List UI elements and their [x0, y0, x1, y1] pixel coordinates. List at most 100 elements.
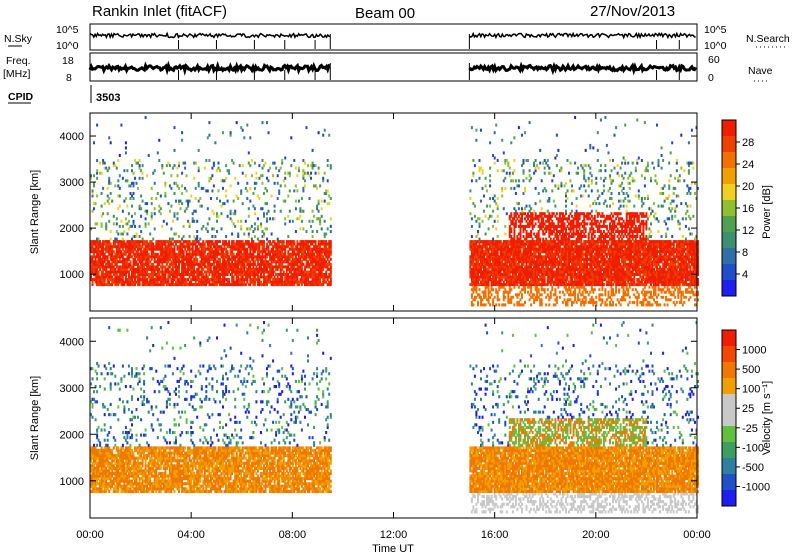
power-cells-cell-211 — [105, 166, 108, 170]
power-cells-cell-3252 — [481, 245, 484, 249]
power-cells-cell-2465 — [285, 278, 288, 282]
power-cells-cell-1498 — [208, 278, 211, 282]
power-cells-cell-2795 — [311, 240, 314, 244]
power-cells-cell-230 — [106, 194, 109, 198]
power-cells-cell-1956 — [244, 283, 247, 287]
power-cells-cell-2296 — [270, 247, 273, 251]
power-cells-cell-1861 — [237, 262, 240, 266]
power-cells-cell-341 — [115, 245, 118, 249]
power-cells-cell-2900 — [319, 250, 322, 254]
power-cells-cell-212 — [106, 283, 109, 287]
power-cells-cell-1115 — [176, 252, 179, 256]
power-cells-cell-2991 — [326, 255, 329, 259]
power-cells-cell-450 — [124, 275, 127, 279]
power-cells-cell-1062 — [171, 219, 174, 223]
power-cells-cell-4566 — [555, 300, 558, 304]
power-cells-cell-3091 — [472, 280, 475, 284]
power-cells-cell-1758 — [228, 242, 231, 246]
power-cells-cell-2838 — [314, 240, 317, 244]
power-cells-cell-2779 — [311, 283, 314, 287]
power-cells-cell-3619 — [504, 159, 507, 162]
power-cells-cell-360 — [117, 245, 120, 249]
power-cells-cell-2601 — [296, 245, 299, 249]
power-cells-cell-2214 — [264, 270, 267, 274]
power-cells-cell-1239 — [185, 189, 188, 193]
power-cells-cell-1346 — [194, 242, 197, 246]
power-cells-cell-1244 — [187, 270, 190, 274]
power-cells-cell-3203 — [478, 240, 481, 244]
power-cells-cell-2797 — [311, 230, 314, 233]
power-cells-cell-1827 — [234, 255, 237, 259]
power-cells-cell-88 — [96, 245, 99, 249]
power-cells-cell-503 — [127, 245, 130, 249]
power-cells-cell-3127 — [473, 252, 476, 256]
power-cells-cell-2328 — [273, 250, 276, 254]
power-cells-cell-3397 — [490, 245, 493, 249]
power-cells-cell-587 — [134, 247, 136, 251]
power-cells-cell-3765 — [513, 260, 516, 264]
power-cells-cell-1668 — [220, 204, 223, 208]
power-cells-cell-2696 — [304, 252, 306, 256]
power-cells-cell-116 — [97, 237, 100, 241]
power-cells-cell-465 — [124, 197, 127, 200]
power-cells-cell-4136 — [533, 300, 536, 304]
power-cells-cell-3434 — [493, 270, 496, 274]
power-cells-cell-1487 — [206, 247, 209, 251]
power-cells-cell-808 — [150, 186, 153, 190]
power-cells-cell-1736 — [226, 262, 229, 266]
beam-title: Beam 00 — [355, 5, 415, 22]
power-cells-cell-438 — [123, 260, 126, 264]
power-cells-cell-866 — [156, 265, 159, 269]
power-cells-cell-273 — [109, 192, 112, 195]
power-cells-cell-2124 — [256, 237, 259, 241]
power-cells-cell-2527 — [290, 247, 293, 251]
nave-tick-top: 60 — [708, 54, 720, 66]
power-cells-cell-3414 — [492, 260, 495, 264]
power-cells-cell-3003 — [328, 280, 331, 284]
power-cells-cell-2146 — [258, 176, 261, 180]
power-cells-cell-974 — [165, 278, 168, 282]
power-cells-cell-2749 — [308, 262, 311, 266]
power-cells-cell-2040 — [250, 262, 253, 266]
power-cells-cell-2718 — [305, 247, 308, 251]
power-cells-cell-3480 — [496, 290, 499, 294]
power-cells-cell-1163 — [181, 278, 184, 282]
power-cells-cell-527 — [129, 192, 132, 195]
power-cells-cell-1651 — [219, 199, 221, 203]
power-cells-cell-1334 — [194, 280, 197, 284]
power-cells-cell-3032 — [329, 245, 332, 249]
power-cells-cell-1277 — [188, 224, 191, 228]
power-cells-cell-280 — [111, 270, 114, 274]
power-cells-cell-799 — [150, 247, 153, 251]
power-cells-cell-3635 — [505, 247, 508, 251]
power-cells-cell-1634 — [217, 189, 220, 193]
power-cells-cell-2236 — [266, 260, 268, 264]
power-cells-cell-1280 — [190, 283, 193, 287]
power-cells-cell-2381 — [278, 252, 281, 256]
power-cells-cell-1250 — [187, 255, 190, 259]
power-cells-cell-1673 — [222, 275, 224, 279]
power-cells-cell-3253 — [481, 242, 484, 246]
power-cells-cell-3676 — [508, 270, 511, 274]
power-cells-cell-1513 — [208, 217, 211, 221]
power-cells-cell-2727 — [307, 278, 309, 282]
power-cells-cell-3546 — [501, 285, 504, 289]
power-cells-cell-1755 — [228, 257, 231, 261]
power-cells-cell-582 — [134, 262, 136, 266]
power-cells-cell-1012 — [168, 262, 171, 266]
power-cells-cell-2122 — [256, 245, 259, 249]
power-cells-cell-1879 — [238, 273, 241, 276]
power-cells-cell-2444 — [284, 280, 287, 284]
power-cells-cell-2724 — [305, 126, 308, 130]
power-cells-cell-1893 — [240, 283, 243, 287]
power-cells-cell-1252 — [187, 247, 190, 251]
power-cells-cell-2714 — [305, 260, 308, 264]
power-cells-cell-1366 — [196, 240, 199, 244]
power-cells-cell-3611 — [504, 245, 507, 249]
power-cells-cell-2336 — [273, 161, 276, 165]
power-cells-cell-1896 — [240, 275, 243, 279]
power-cells-cell-251 — [108, 181, 111, 185]
power-cells-cell-2530 — [290, 240, 293, 244]
power-cells-cell-2070 — [252, 230, 255, 233]
power-cells-cell-2346 — [275, 252, 278, 256]
